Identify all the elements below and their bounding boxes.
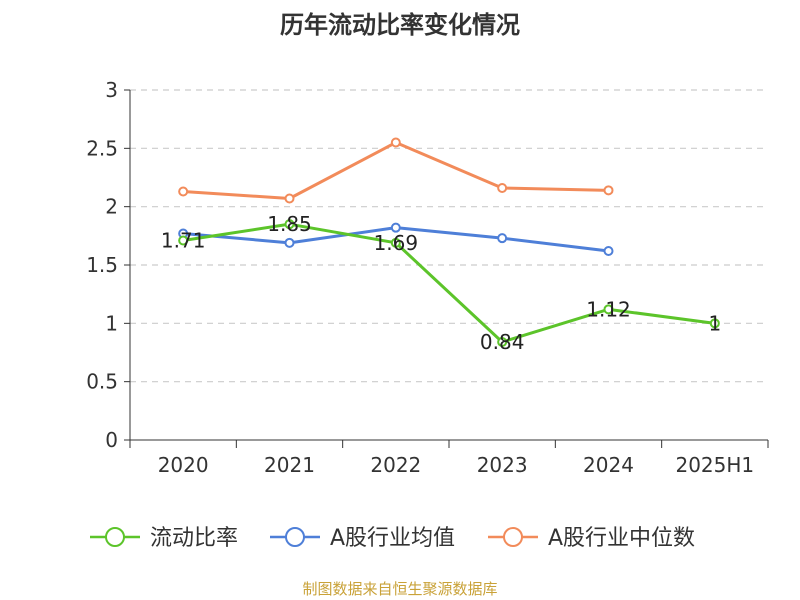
x-tick-label: 2021 — [264, 453, 315, 477]
data-point — [284, 237, 295, 248]
data-label: 1 — [708, 311, 721, 335]
data-label: 1.71 — [161, 229, 206, 253]
legend: 流动比率 A股行业均值 A股行业中位数 — [90, 526, 695, 551]
legend-item: 流动比率 — [90, 526, 238, 551]
axes: 0 0.5 1 1.5 2 2.5 3 2020 2021 2022 2023 2024 2025H1 — [86, 78, 769, 477]
x-tick-label: 2022 — [370, 453, 421, 477]
y-tick-label: 1 — [105, 311, 118, 335]
x-tick-label: 2023 — [477, 453, 528, 477]
y-tick-label: 2 — [105, 195, 118, 219]
legend-marker — [105, 527, 125, 547]
data-label: 1.85 — [267, 212, 312, 236]
chart-title: 历年流动比率变化情况 — [280, 11, 520, 39]
series-layer — [178, 137, 720, 347]
data-point — [603, 185, 614, 196]
source-footer: 制图数据来自恒生聚源数据库 — [302, 580, 497, 598]
data-point — [603, 246, 614, 256]
x-tick-label: 2024 — [583, 453, 634, 477]
data-label: 1.69 — [374, 231, 419, 255]
data-point — [497, 183, 508, 193]
y-tick-label: 0.5 — [86, 370, 118, 394]
series-line — [182, 222, 716, 344]
data-point — [603, 304, 614, 315]
legend-marker — [285, 527, 305, 547]
data-point — [709, 318, 720, 329]
legend-label: A股行业中位数 — [548, 526, 695, 551]
legend-item: A股行业中位数 — [488, 526, 695, 551]
data-point — [497, 337, 508, 347]
data-point — [178, 235, 189, 246]
data-point — [390, 222, 401, 233]
series-line — [183, 141, 609, 200]
x-tick-label: 2025H1 — [675, 453, 754, 477]
data-label: 1.12 — [586, 297, 631, 321]
y-tick-label: 0 — [105, 428, 118, 452]
data-point — [390, 137, 401, 148]
x-tick-label: 2020 — [158, 453, 209, 477]
legend-item: A股行业均值 — [270, 526, 455, 551]
data-point — [178, 186, 189, 197]
data-point — [284, 219, 295, 230]
data-point — [390, 237, 401, 248]
data-point — [497, 233, 508, 244]
legend-marker — [503, 527, 523, 547]
y-tick-label: 1.5 — [86, 253, 118, 277]
data-labels: 1.71 1.85 1.69 0.84 1.12 1 — [161, 212, 721, 354]
data-label: 0.84 — [480, 330, 525, 354]
legend-label: A股行业均值 — [330, 526, 455, 551]
data-point — [284, 193, 295, 204]
y-tick-label: 3 — [105, 78, 118, 102]
y-tick-label: 2.5 — [86, 136, 118, 160]
legend-label: 流动比率 — [150, 526, 238, 551]
gridlines — [130, 89, 768, 383]
